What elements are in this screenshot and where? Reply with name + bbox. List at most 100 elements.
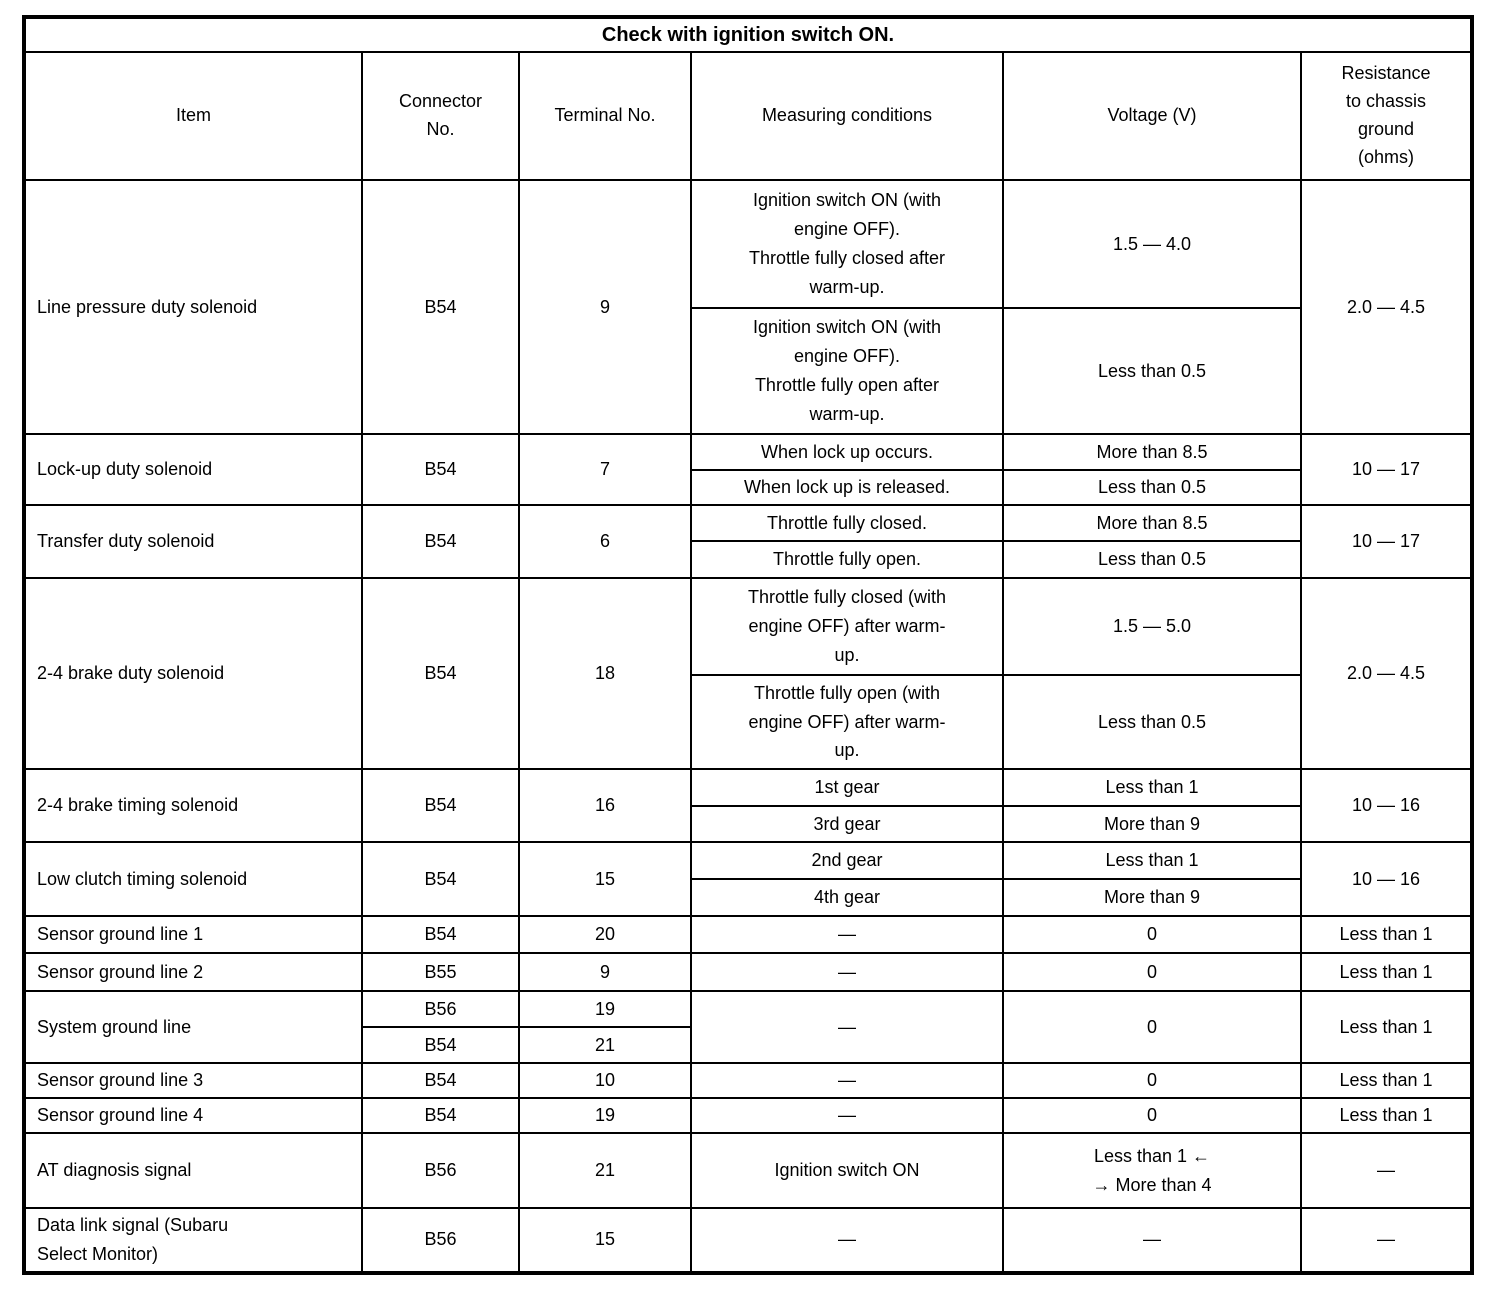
col-header-voltage: Voltage (V) <box>1002 51 1302 181</box>
cell-lock-up-cond2: When lock up is released. <box>690 469 1004 506</box>
cell-sensor-ground-3-item: Sensor ground line 3 <box>23 1062 363 1099</box>
cell-brake-timing-cond2: 3rd gear <box>690 805 1004 843</box>
cell-low-clutch-terminal: 15 <box>518 841 692 917</box>
cell-low-clutch-volt1: Less than 1 <box>1002 841 1302 880</box>
cell-line-pressure-cond2: Ignition switch ON (with engine OFF). Th… <box>690 307 1004 435</box>
cell-brake-timing-volt2: More than 9 <box>1002 805 1302 843</box>
table-row: Lock-up duty solenoid B54 7 When lock up… <box>23 433 1473 506</box>
cell-at-diagnosis-item: AT diagnosis signal <box>23 1132 363 1209</box>
table-row: Ignition switch ON (with engine OFF). Th… <box>24 307 1472 435</box>
cell-brake-duty-item: 2-4 brake duty solenoid <box>23 577 363 770</box>
cell-sensor-ground-2-cond: — <box>690 952 1004 992</box>
cell-line-pressure-cond1: Ignition switch ON (with engine OFF). Th… <box>690 179 1004 309</box>
cell-transfer-volt1: More than 8.5 <box>1002 504 1302 542</box>
cell-transfer-terminal: 6 <box>518 504 692 579</box>
cell-line-pressure-terminal: 9 <box>518 179 692 435</box>
cell-sensor-ground-1-item: Sensor ground line 1 <box>23 915 363 954</box>
cell-sensor-ground-3-volt: 0 <box>1002 1062 1302 1099</box>
table-row: Throttle fully open (with engine OFF) af… <box>24 674 1472 770</box>
cell-low-clutch-item: Low clutch timing solenoid <box>23 841 363 917</box>
cell-low-clutch-resistance: 10 — 16 <box>1300 841 1473 917</box>
cell-system-ground-item: System ground line <box>23 990 363 1064</box>
cell-sensor-ground-2-resistance: Less than 1 <box>1300 952 1473 992</box>
col-header-terminal: Terminal No. <box>518 51 692 181</box>
cell-transfer-volt2: Less than 0.5 <box>1002 540 1302 579</box>
cell-data-link-connector: B56 <box>361 1207 520 1274</box>
cell-at-diagnosis-volt: Less than 1 ← → More than 4 <box>1002 1132 1302 1209</box>
cell-brake-timing-item: 2-4 brake timing solenoid <box>23 768 363 843</box>
table-row: 2-4 brake timing solenoid B54 16 1st gea… <box>23 768 1473 843</box>
table-row: System ground line B56 19 — 0 Less than … <box>23 990 1473 1064</box>
table-row: Data link signal (Subaru Select Monitor)… <box>23 1207 1473 1274</box>
cell-lock-up-volt2: Less than 0.5 <box>1002 469 1302 506</box>
col-header-connector: Connector No. <box>361 51 520 181</box>
cell-brake-duty-resistance: 2.0 — 4.5 <box>1300 577 1473 770</box>
cell-sensor-ground-4-resistance: Less than 1 <box>1300 1097 1473 1134</box>
cell-brake-timing-terminal: 16 <box>518 768 692 843</box>
cell-sensor-ground-4-terminal: 19 <box>518 1097 692 1134</box>
cell-lock-up-item: Lock-up duty solenoid <box>23 433 363 506</box>
cell-lock-up-volt1: More than 8.5 <box>1002 433 1302 471</box>
cell-sensor-ground-4-item: Sensor ground line 4 <box>23 1097 363 1134</box>
table-row: Sensor ground line 3 B54 10 — 0 Less tha… <box>23 1062 1473 1099</box>
cell-sensor-ground-4-connector: B54 <box>361 1097 520 1134</box>
cell-brake-timing-volt1: Less than 1 <box>1002 768 1302 807</box>
table-row: When lock up is released. Less than 0.5 <box>24 469 1472 506</box>
cell-lock-up-resistance: 10 — 17 <box>1300 433 1473 506</box>
cell-brake-timing-cond1: 1st gear <box>690 768 1004 807</box>
cell-at-diagnosis-connector: B56 <box>361 1132 520 1209</box>
cell-at-diagnosis-resistance: — <box>1300 1132 1473 1209</box>
cell-at-diagnosis-terminal: 21 <box>518 1132 692 1209</box>
cell-low-clutch-volt2: More than 9 <box>1002 878 1302 917</box>
cell-sensor-ground-1-resistance: Less than 1 <box>1300 915 1473 954</box>
cell-sensor-ground-3-resistance: Less than 1 <box>1300 1062 1473 1099</box>
cell-brake-timing-connector: B54 <box>361 768 520 843</box>
table-title-row: Check with ignition switch ON. <box>23 16 1473 53</box>
cell-sensor-ground-4-volt: 0 <box>1002 1097 1302 1134</box>
cell-system-ground-connector2: B54 <box>361 1026 520 1064</box>
table-row: Transfer duty solenoid B54 6 Throttle fu… <box>23 504 1473 579</box>
table-row: 2-4 brake duty solenoid B54 18 Throttle … <box>23 577 1473 770</box>
cell-brake-duty-volt1: 1.5 — 5.0 <box>1002 577 1302 676</box>
cell-brake-timing-resistance: 10 — 16 <box>1300 768 1473 843</box>
cell-transfer-item: Transfer duty solenoid <box>23 504 363 579</box>
table-title: Check with ignition switch ON. <box>23 16 1473 53</box>
table-row: Throttle fully open. Less than 0.5 <box>24 540 1472 579</box>
cell-brake-duty-cond2: Throttle fully open (with engine OFF) af… <box>690 674 1004 770</box>
cell-system-ground-cond: — <box>690 990 1004 1064</box>
cell-sensor-ground-2-volt: 0 <box>1002 952 1302 992</box>
cell-lock-up-connector: B54 <box>361 433 520 506</box>
cell-lock-up-terminal: 7 <box>518 433 692 506</box>
cell-transfer-resistance: 10 — 17 <box>1300 504 1473 579</box>
cell-transfer-connector: B54 <box>361 504 520 579</box>
cell-line-pressure-volt2: Less than 0.5 <box>1002 307 1302 435</box>
table-row: Sensor ground line 1 B54 20 — 0 Less tha… <box>23 915 1473 954</box>
table-row: 4th gear More than 9 <box>24 878 1472 917</box>
cell-data-link-item: Data link signal (Subaru Select Monitor) <box>23 1207 363 1274</box>
table-row: AT diagnosis signal B56 21 Ignition swit… <box>23 1132 1473 1209</box>
cell-sensor-ground-2-terminal: 9 <box>518 952 692 992</box>
cell-system-ground-connector1: B56 <box>361 990 520 1028</box>
cell-transfer-cond1: Throttle fully closed. <box>690 504 1004 542</box>
cell-brake-duty-terminal: 18 <box>518 577 692 770</box>
cell-system-ground-terminal1: 19 <box>518 990 692 1028</box>
cell-line-pressure-item: Line pressure duty solenoid <box>23 179 363 435</box>
cell-transfer-cond2: Throttle fully open. <box>690 540 1004 579</box>
cell-low-clutch-cond1: 2nd gear <box>690 841 1004 880</box>
cell-sensor-ground-3-connector: B54 <box>361 1062 520 1099</box>
cell-line-pressure-resistance: 2.0 — 4.5 <box>1300 179 1473 435</box>
cell-data-link-resistance: — <box>1300 1207 1473 1274</box>
cell-line-pressure-volt1: 1.5 — 4.0 <box>1002 179 1302 309</box>
voltage-resistance-spec-table: Check with ignition switch ON. Item Conn… <box>22 15 1474 1275</box>
cell-sensor-ground-3-terminal: 10 <box>518 1062 692 1099</box>
cell-system-ground-terminal2: 21 <box>518 1026 692 1064</box>
cell-data-link-cond: — <box>690 1207 1004 1274</box>
col-header-conditions: Measuring conditions <box>690 51 1004 181</box>
cell-sensor-ground-1-connector: B54 <box>361 915 520 954</box>
cell-sensor-ground-2-item: Sensor ground line 2 <box>23 952 363 992</box>
cell-low-clutch-connector: B54 <box>361 841 520 917</box>
cell-brake-duty-volt2: Less than 0.5 <box>1002 674 1302 770</box>
table-row: Low clutch timing solenoid B54 15 2nd ge… <box>23 841 1473 917</box>
cell-at-diagnosis-cond: Ignition switch ON <box>690 1132 1004 1209</box>
cell-sensor-ground-1-terminal: 20 <box>518 915 692 954</box>
